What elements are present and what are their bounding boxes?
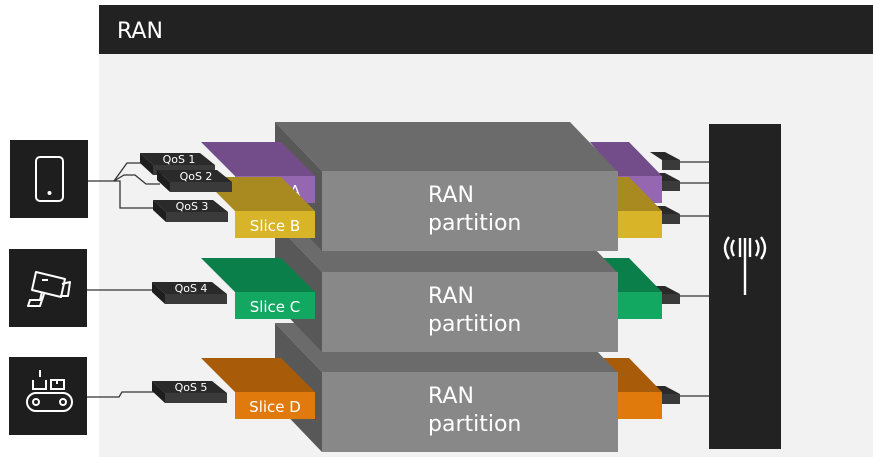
slice-top-face xyxy=(201,142,315,176)
device-connections xyxy=(87,161,709,398)
slice-top-face xyxy=(201,258,315,292)
tower-links xyxy=(680,161,709,397)
link-qos2 xyxy=(113,174,160,185)
partition-label-line1: RAN xyxy=(428,384,474,409)
qos-label: QoS 2 xyxy=(180,170,213,183)
partition-label-line1: RAN xyxy=(428,183,474,208)
ran-partition-1: RAN partition xyxy=(275,122,618,251)
slice-top-face xyxy=(201,358,315,392)
radio-tower-icon xyxy=(723,236,767,295)
link-qos1 xyxy=(88,162,145,182)
qos-label: QoS 3 xyxy=(176,200,209,213)
link-qos5 xyxy=(87,391,155,398)
qos-block-4[interactable]: QoS 4 xyxy=(152,282,227,304)
device-camera[interactable] xyxy=(9,249,87,327)
slice-label: Slice B xyxy=(250,217,300,235)
link-qos3 xyxy=(114,180,155,209)
header-bar xyxy=(99,5,873,54)
slice-front-face xyxy=(235,392,315,419)
device-conveyor[interactable] xyxy=(9,357,87,435)
device-smartphone[interactable] xyxy=(10,140,88,218)
slice-c[interactable]: Slice C xyxy=(201,258,315,319)
slice-front-face xyxy=(235,292,315,319)
qos-block-2[interactable]: QoS 2 xyxy=(157,170,232,192)
qos-label: QoS 4 xyxy=(175,282,208,295)
slice-d[interactable]: Slice D xyxy=(201,358,315,419)
slice-label: Slice D xyxy=(249,398,301,416)
conveyor-belt-robot-icon xyxy=(26,370,73,412)
partition-label-line2: partition xyxy=(428,211,521,236)
partition-label-line1: RAN xyxy=(428,284,474,309)
radio-tower[interactable] xyxy=(709,124,781,449)
slice-front-face xyxy=(235,211,315,238)
slice-label: Slice C xyxy=(250,298,301,316)
qos-block-3[interactable]: QoS 3 xyxy=(153,200,228,222)
qos-block-5[interactable]: QoS 5 xyxy=(152,381,227,403)
right-qos-stub xyxy=(650,152,680,170)
header-title: RAN xyxy=(117,19,163,44)
surveillance-camera-icon xyxy=(27,271,71,307)
qos-label: QoS 1 xyxy=(163,153,196,166)
smartphone-icon xyxy=(35,156,64,202)
partition-label-line2: partition xyxy=(428,312,521,337)
qos-label: QoS 5 xyxy=(175,381,208,394)
partition-label-line2: partition xyxy=(428,412,521,437)
